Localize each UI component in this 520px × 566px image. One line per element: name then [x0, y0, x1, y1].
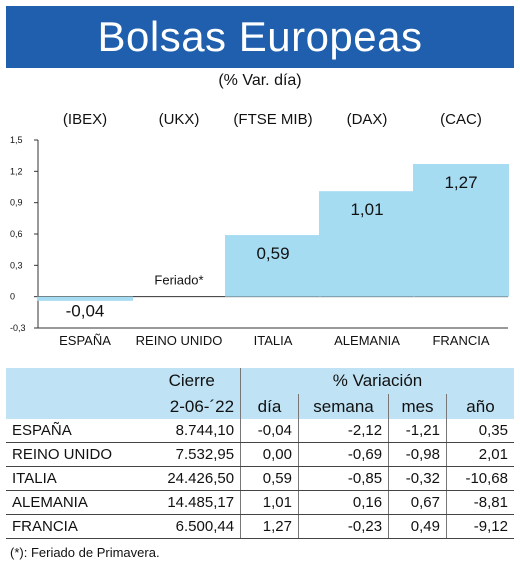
mes-cell: 0,67	[388, 490, 447, 515]
header-cierre: Cierre	[143, 368, 242, 394]
header-ano: año	[446, 394, 514, 419]
mes-cell: 0,49	[388, 514, 447, 539]
semana-cell: -0,23	[298, 514, 390, 539]
stock-table: Cierre % Variación 2-06-´22 día semana m…	[6, 368, 514, 539]
bar	[413, 164, 509, 297]
ano-cell: -9,12	[446, 514, 514, 539]
category-label: REINO UNIDO	[136, 333, 223, 348]
header-variacion: % Variación	[240, 368, 514, 394]
footnote: (*): Feriado de Primavera.	[10, 545, 160, 560]
mes-cell: -0,98	[388, 442, 447, 467]
chart-subtitle: (% Var. día)	[218, 72, 302, 89]
header-dia: día	[240, 394, 299, 419]
dia-cell: 1,27	[240, 514, 299, 539]
y-tick-label: 0	[10, 292, 15, 302]
y-tick-label: 1,2	[10, 166, 23, 176]
bar-chart: 1,5 1,2 0,9 0,6 0,3 0 -0,3 (IBEX) -0,04 ESPAÑA (UK…	[10, 111, 509, 348]
cierre-cell: 6.500,44	[143, 514, 242, 539]
category-label: FRANCIA	[432, 333, 489, 348]
dia-cell: -0,04	[240, 419, 299, 443]
cierre-cell: 24.426,50	[143, 466, 242, 491]
country-cell: ESPAÑA	[6, 419, 144, 443]
header-semana: semana	[298, 394, 390, 419]
header-mes: mes	[388, 394, 447, 419]
y-tick-label: 0,6	[10, 229, 23, 239]
cierre-cell: 7.532,95	[143, 442, 242, 467]
y-tick-label: 1,5	[10, 135, 23, 145]
cierre-cell: 8.744,10	[143, 419, 242, 443]
semana-cell: -0,85	[298, 466, 390, 491]
y-tick-label: 0,3	[10, 260, 23, 270]
index-name-label: (CAC)	[440, 111, 482, 128]
mes-cell: -1,21	[388, 419, 447, 443]
data-label: 1,27	[444, 173, 477, 192]
country-cell: REINO UNIDO	[6, 442, 144, 467]
page-title: Bolsas Europeas	[97, 13, 423, 60]
semana-cell: -2,12	[298, 419, 390, 443]
index-name-label: (IBEX)	[63, 111, 107, 128]
y-tick-label: -0,3	[10, 323, 26, 333]
category-label: ESPAÑA	[59, 333, 111, 348]
table-row: REINO UNIDO 7.532,95 0,00 -0,69 -0,98 2,…	[6, 442, 514, 467]
category-label: ALEMANIA	[334, 333, 400, 348]
title-bar: Bolsas Europeas	[6, 6, 514, 68]
ano-cell: -8,81	[446, 490, 514, 515]
y-tick-label: 0,9	[10, 198, 23, 208]
country-cell: FRANCIA	[6, 514, 144, 539]
ano-cell: 0,35	[446, 419, 514, 443]
country-cell: ITALIA	[6, 466, 144, 491]
index-name-label: (UKX)	[159, 111, 200, 128]
index-name-label: (FTSE MIB)	[233, 111, 312, 128]
country-cell: ALEMANIA	[6, 490, 144, 515]
table-row: FRANCIA 6.500,44 1,27 -0,23 0,49 -9,12	[6, 514, 514, 539]
bar	[37, 296, 133, 301]
semana-cell: 0,16	[298, 490, 390, 515]
table-row: ESPAÑA 8.744,10 -0,04 -2,12 -1,21 0,35	[6, 419, 514, 443]
index-name-label: (DAX)	[347, 111, 388, 128]
dia-cell: 0,00	[240, 442, 299, 467]
semana-cell: -0,69	[298, 442, 390, 467]
mes-cell: -0,32	[388, 466, 447, 491]
bar	[319, 191, 415, 297]
header-date: 2-06-´22	[143, 394, 242, 419]
category-label: ITALIA	[254, 333, 293, 348]
cierre-cell: 14.485,17	[143, 490, 242, 515]
data-label: -0,04	[66, 302, 105, 321]
data-label: Feriado*	[154, 273, 203, 288]
ano-cell: -10,68	[446, 466, 514, 491]
bar	[225, 235, 321, 297]
data-label: 0,59	[256, 244, 289, 263]
data-label: 1,01	[350, 200, 383, 219]
table-row: ITALIA 24.426,50 0,59 -0,85 -0,32 -10,68	[6, 466, 514, 491]
ano-cell: 2,01	[446, 442, 514, 467]
table-row: ALEMANIA 14.485,17 1,01 0,16 0,67 -8,81	[6, 490, 514, 515]
dia-cell: 1,01	[240, 490, 299, 515]
dia-cell: 0,59	[240, 466, 299, 491]
